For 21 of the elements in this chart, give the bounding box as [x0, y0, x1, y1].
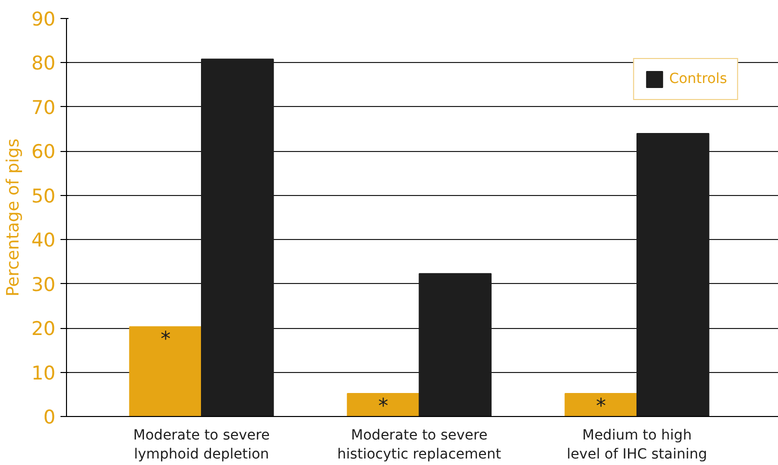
- annotation: *: [596, 394, 606, 418]
- y-tick-label: 0: [43, 406, 56, 428]
- y-tick-label: 70: [31, 96, 56, 119]
- y-tick-label: 30: [31, 274, 56, 296]
- bar: [129, 326, 202, 416]
- x-tick-label: Medium to high level of IHC staining: [566, 428, 708, 463]
- annotation: *: [160, 326, 171, 351]
- y-tick-label: 60: [31, 141, 56, 164]
- y-tick-label: 10: [31, 362, 56, 384]
- y-tick-label: 40: [31, 230, 56, 252]
- y-tick-label: 20: [31, 318, 56, 340]
- y-tick-label: 50: [31, 185, 56, 208]
- x-tick-label: Moderate to severe lymphoid depletion: [133, 428, 270, 463]
- y-tick-label: 80: [31, 52, 56, 75]
- annotation: *: [378, 394, 388, 418]
- y-axis-title: Percentage of pigs: [3, 138, 24, 296]
- x-tick-label: Moderate to severe histiocytic replacement: [337, 428, 502, 463]
- bar: [346, 393, 420, 416]
- bar: [564, 393, 638, 416]
- legend-label: Controls: [669, 71, 727, 87]
- y-tick-label: 90: [31, 8, 56, 30]
